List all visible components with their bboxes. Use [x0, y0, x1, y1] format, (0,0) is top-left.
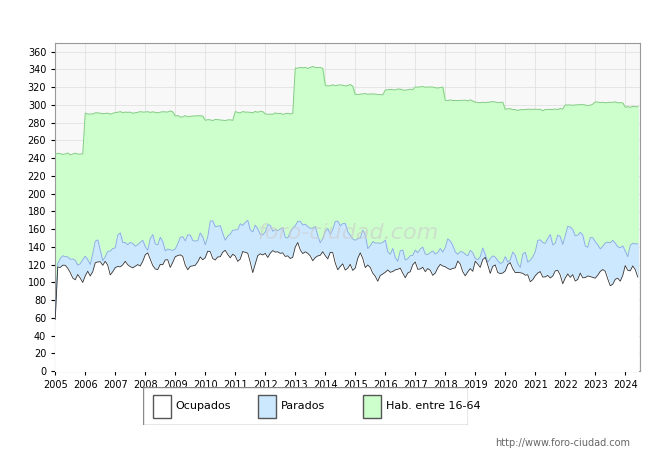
Text: Alesanco - Evolucion de la poblacion en edad de Trabajar Mayo de 2024: Alesanco - Evolucion de la poblacion en … — [57, 10, 593, 23]
Bar — [363, 395, 381, 418]
Text: foro-ciudad.com: foro-ciudad.com — [257, 223, 438, 243]
Text: Parados: Parados — [281, 401, 325, 411]
Bar — [258, 395, 276, 418]
Text: Hab. entre 16-64: Hab. entre 16-64 — [385, 401, 480, 411]
Text: http://www.foro-ciudad.com: http://www.foro-ciudad.com — [495, 438, 630, 448]
Bar — [153, 395, 170, 418]
Text: Ocupados: Ocupados — [176, 401, 231, 411]
